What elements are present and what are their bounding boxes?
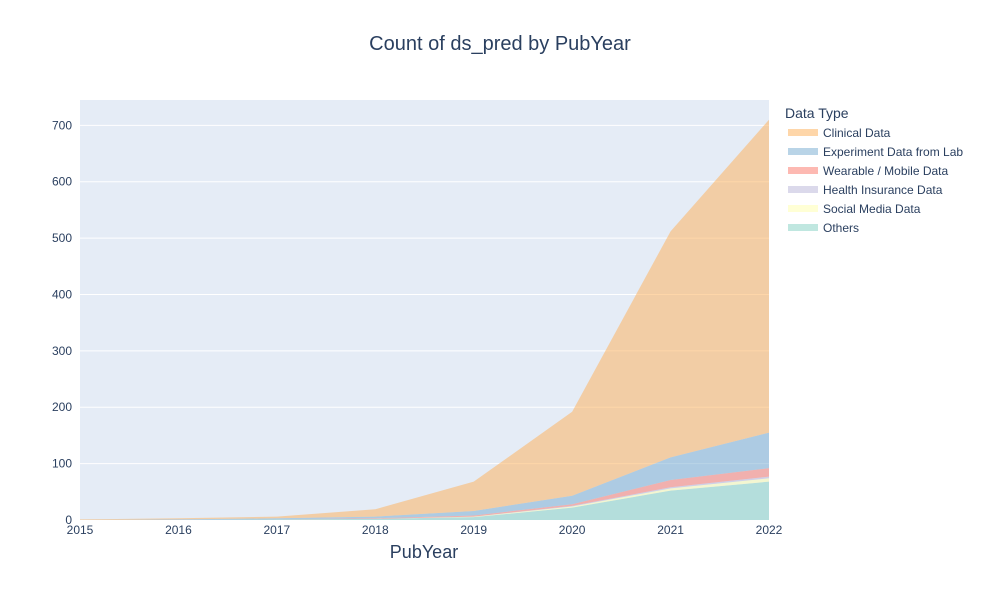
y-tick-label-700: 700 xyxy=(52,118,72,132)
legend-label-wearable-mobile-data: Wearable / Mobile Data xyxy=(823,164,949,178)
x-tick-label-2020: 2020 xyxy=(559,523,586,537)
legend: Data Type Clinical Data Experiment Data f… xyxy=(785,105,963,235)
legend-label-social-media-data: Social Media Data xyxy=(823,202,921,216)
legend-item-clinical-data[interactable]: Clinical Data xyxy=(788,126,891,140)
area-experiment-data-from-lab xyxy=(80,432,769,520)
legend-title: Data Type xyxy=(785,105,849,121)
legend-label-clinical-data: Clinical Data xyxy=(823,126,891,140)
x-tick-label-2015: 2015 xyxy=(67,523,94,537)
area-others xyxy=(80,481,769,520)
area-clinical-data xyxy=(80,119,769,521)
x-axis-ticks: 2015 2016 2017 2018 2019 2020 2021 2022 xyxy=(67,523,783,537)
x-axis-title: PubYear xyxy=(390,542,458,562)
chart-title: Count of ds_pred by PubYear xyxy=(369,33,631,55)
x-tick-label-2017: 2017 xyxy=(264,523,291,537)
x-tick-label-2022: 2022 xyxy=(756,523,783,537)
legend-swatch-wearable-mobile-data xyxy=(788,167,818,174)
legend-item-experiment-data-from-lab[interactable]: Experiment Data from Lab xyxy=(788,145,963,159)
legend-item-wearable-mobile-data[interactable]: Wearable / Mobile Data xyxy=(788,164,949,178)
x-tick-label-2016: 2016 xyxy=(165,523,192,537)
legend-item-health-insurance-data[interactable]: Health Insurance Data xyxy=(788,183,943,197)
y-tick-label-600: 600 xyxy=(52,175,72,189)
area-wearable-mobile-data xyxy=(80,468,769,520)
y-tick-label-200: 200 xyxy=(52,400,72,414)
y-tick-label-100: 100 xyxy=(52,457,72,471)
legend-swatch-health-insurance-data xyxy=(788,186,818,193)
y-tick-label-300: 300 xyxy=(52,344,72,358)
y-tick-label-400: 400 xyxy=(52,287,72,301)
x-tick-label-2019: 2019 xyxy=(460,523,487,537)
y-tick-label-0: 0 xyxy=(65,513,72,527)
area-series-group xyxy=(80,119,769,521)
legend-item-social-media-data[interactable]: Social Media Data xyxy=(788,202,921,216)
legend-label-others: Others xyxy=(823,221,859,235)
legend-swatch-clinical-data xyxy=(788,129,818,136)
y-tick-label-500: 500 xyxy=(52,231,72,245)
x-tick-label-2021: 2021 xyxy=(657,523,684,537)
y-axis-ticks: 0 100 200 300 400 500 600 700 xyxy=(52,118,72,527)
legend-swatch-experiment-data-from-lab xyxy=(788,148,818,155)
legend-label-experiment-data-from-lab: Experiment Data from Lab xyxy=(823,145,963,159)
gridlines xyxy=(80,124,769,465)
legend-item-others[interactable]: Others xyxy=(788,221,859,235)
legend-label-health-insurance-data: Health Insurance Data xyxy=(823,183,943,197)
legend-swatch-social-media-data xyxy=(788,205,818,212)
x-tick-label-2018: 2018 xyxy=(362,523,389,537)
legend-swatch-others xyxy=(788,224,818,231)
